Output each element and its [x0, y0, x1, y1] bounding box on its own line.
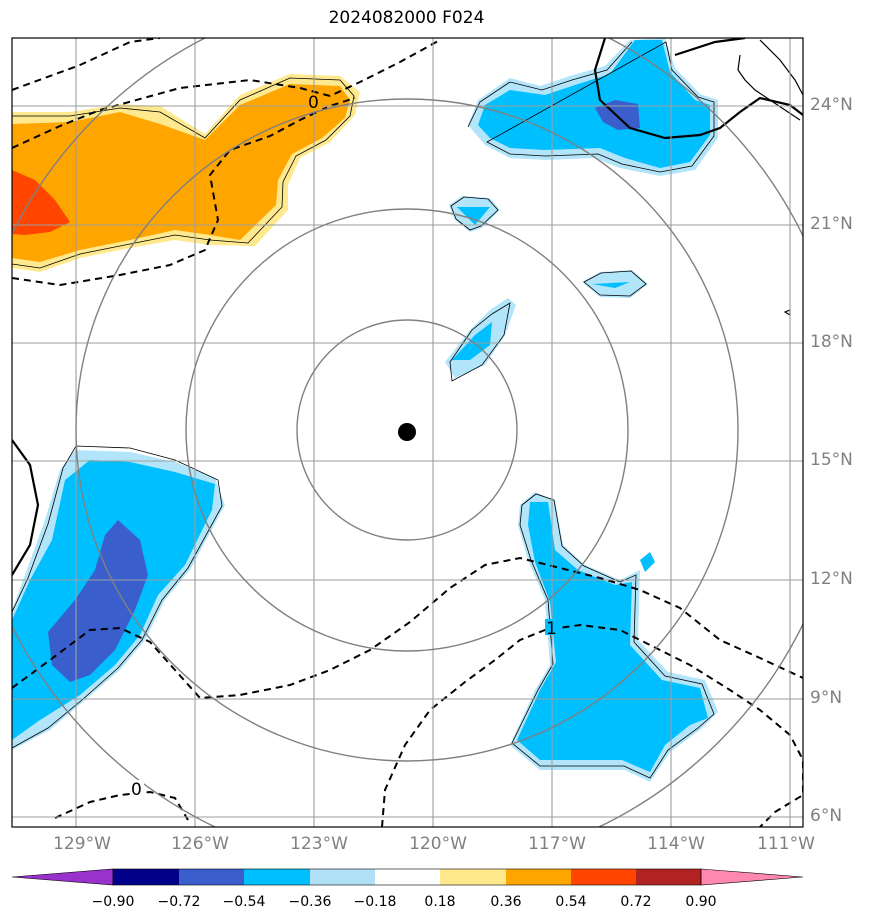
coastline	[737, 39, 803, 317]
lat-label: 18°N	[810, 332, 853, 352]
range-rings	[12, 38, 803, 827]
map-frame	[11, 37, 804, 828]
colorbar-swatch	[244, 869, 310, 885]
colorbar	[11, 868, 804, 886]
lon-label: 117°W	[528, 834, 586, 854]
small-negative-patch	[449, 196, 500, 232]
negative-anomaly-region	[12, 445, 225, 750]
colorbar-tick-label: −0.18	[353, 894, 397, 910]
colorbar-swatch	[310, 869, 375, 885]
lat-label: 12°N	[810, 569, 853, 589]
lon-label: 129°W	[53, 834, 111, 854]
lon-label: 114°W	[647, 834, 705, 854]
positive-anomaly-region	[12, 74, 360, 272]
colorbar-tick-label: 0.72	[620, 894, 652, 910]
lat-label: 9°N	[810, 688, 843, 708]
lon-label: 126°W	[171, 834, 229, 854]
lat-label: 21°N	[810, 214, 853, 234]
range-ring	[185, 208, 629, 652]
gridlines	[12, 38, 803, 827]
colorbar-tick-label: −0.36	[288, 894, 332, 910]
lon-label: 120°W	[409, 834, 467, 854]
range-ring	[75, 98, 739, 762]
map-title: 2024082000 F024	[328, 8, 485, 28]
colorbar-tick-label: −0.90	[91, 894, 135, 910]
lon-label: 123°W	[290, 834, 348, 854]
colorbar-tick-label: 0.54	[555, 894, 587, 910]
colorbar-tick-label: −0.72	[157, 894, 201, 910]
colorbar-tick-label: 0.18	[424, 894, 456, 910]
contour-label: 0	[131, 780, 142, 800]
range-ring	[296, 319, 518, 541]
contour-label: 0	[308, 93, 319, 113]
colorbar-extend-high	[700, 868, 804, 886]
negative-anomaly-region	[510, 492, 718, 782]
colorbar-swatch	[179, 869, 244, 885]
colorbar-swatch	[113, 869, 179, 885]
storm-center-marker	[398, 423, 416, 441]
colorbar-swatch	[636, 869, 701, 885]
colorbar-swatch	[375, 869, 440, 885]
contour-labels: 0 1 0	[130, 93, 559, 800]
contour-label: 1	[546, 619, 557, 639]
lat-label: 24°N	[810, 95, 853, 115]
colorbar-tick-label: 0.36	[490, 894, 522, 910]
colorbar-swatch	[440, 869, 506, 885]
colorbar-swatch	[506, 869, 571, 885]
colorbar-tick-label: 0.90	[685, 894, 717, 910]
small-negative-patch	[582, 270, 648, 298]
colorbar-extend-low	[11, 868, 114, 886]
small-negative-patch	[445, 298, 516, 382]
lat-label: 6°N	[810, 806, 843, 826]
colorbar-swatch	[571, 869, 636, 885]
lon-label: 111°W	[757, 834, 815, 854]
colorbar-tick-label: −0.54	[222, 894, 266, 910]
negative-anomaly-region	[467, 38, 718, 176]
lat-label: 15°N	[810, 450, 853, 470]
